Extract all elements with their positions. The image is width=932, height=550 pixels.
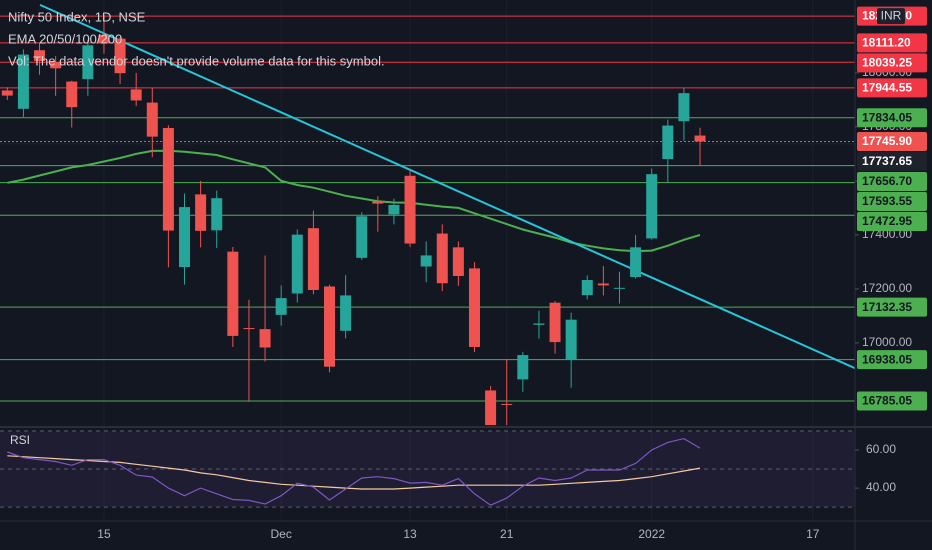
- price-label: 17745.90: [862, 134, 912, 148]
- candle-body: [324, 286, 335, 367]
- rsi-title: RSI: [10, 433, 30, 447]
- price-label-box: [857, 172, 927, 192]
- price-label-box: [857, 132, 927, 152]
- rsi-tick-label: 60.00: [866, 442, 896, 456]
- candle-body: [388, 204, 400, 215]
- price-label-box: [857, 53, 927, 73]
- price-label: 17656.70: [862, 174, 912, 188]
- candle-body: [420, 255, 432, 267]
- candle-body: [259, 329, 271, 348]
- candle-body: [452, 247, 464, 276]
- x-tick-label: 21: [500, 527, 514, 541]
- candle-body: [533, 323, 545, 325]
- candle-body: [565, 319, 577, 360]
- x-tick-label: 15: [97, 527, 111, 541]
- candle-body: [162, 127, 174, 231]
- candle-body: [485, 390, 497, 425]
- candle-body: [630, 247, 642, 278]
- rsi-line: [7, 437, 701, 506]
- price-label: 18039.25: [862, 56, 912, 70]
- price-label-box: [857, 391, 927, 411]
- candle-body: [291, 234, 303, 294]
- x-tick-label: 17: [806, 527, 820, 541]
- candle-body: [82, 45, 94, 80]
- candle-body: [372, 201, 384, 204]
- price-label: 16938.05: [862, 352, 912, 366]
- price-label-box: [857, 350, 927, 370]
- trendline: [39, 3, 855, 369]
- currency-label: INR: [881, 9, 902, 23]
- candle-body: [307, 228, 319, 290]
- price-label-box: [857, 192, 927, 212]
- candle-body: [404, 175, 416, 244]
- candle-body: [50, 62, 62, 69]
- y-tick-label: 17200.00: [862, 281, 912, 295]
- candle-body: [501, 403, 513, 405]
- candle-body: [66, 81, 78, 108]
- candle-body: [549, 302, 561, 343]
- candle-body: [146, 102, 158, 137]
- candle-body: [694, 135, 706, 142]
- price-label-box: [857, 152, 927, 172]
- x-tick-label: 13: [403, 527, 417, 541]
- candle-body: [130, 89, 142, 101]
- price-label-box: [857, 78, 927, 98]
- price-label: 18111.20: [862, 36, 911, 50]
- candle-body: [340, 295, 352, 331]
- candle-body: [436, 233, 448, 284]
- candle-body: [195, 194, 207, 231]
- candle-body: [243, 328, 255, 330]
- rsi-ma-line: [7, 455, 701, 490]
- price-label: 16785.05: [862, 394, 912, 408]
- y-tick-label: 17000.00: [862, 335, 912, 349]
- price-pane: [0, 3, 855, 425]
- candle-body: [179, 207, 191, 268]
- price-label-box: [857, 212, 927, 232]
- candle-body: [1, 90, 13, 96]
- rsi-pane: [0, 430, 855, 508]
- candle-body: [678, 93, 690, 122]
- price-label: 17593.55: [862, 194, 912, 208]
- indicator-label: EMA 20/50/100/200: [8, 31, 122, 46]
- candle-body: [597, 283, 609, 286]
- candle-body: [114, 38, 126, 74]
- header: Nifty 50 Index, 1D, NSE EMA 20/50/100/20…: [8, 9, 385, 447]
- candle-body: [34, 50, 46, 62]
- price-label-box: [857, 108, 927, 128]
- price-label: 17472.95: [862, 214, 912, 228]
- price-label: 17944.55: [862, 81, 912, 95]
- candle-body: [98, 34, 110, 44]
- currency-badge: [877, 8, 905, 25]
- candle-body: [581, 280, 593, 296]
- candle-body: [17, 54, 29, 109]
- candle-body: [356, 216, 368, 258]
- x-tick-label: 2022: [638, 527, 665, 541]
- symbol-title: Nifty 50 Index, 1D, NSE: [8, 9, 146, 24]
- candle-body: [227, 251, 239, 336]
- candle-body: [211, 198, 223, 231]
- candle-body: [468, 268, 480, 347]
- candle-body: [275, 298, 287, 315]
- candle-body: [646, 174, 658, 239]
- price-label: 17132.35: [862, 300, 912, 314]
- price-label: 17737.65: [862, 154, 912, 168]
- candle-body: [662, 125, 674, 160]
- rsi-tick-label: 40.00: [866, 480, 896, 494]
- price-label-box: [857, 297, 927, 317]
- price-axis: 17000.0017200.0017400.0017600.0017800.00…: [855, 6, 927, 494]
- x-tick-label: Dec: [270, 527, 291, 541]
- candle-body: [613, 287, 625, 289]
- volume-note: Vol: The data vendor doesn't provide vol…: [8, 53, 385, 68]
- price-label: 17834.05: [862, 110, 912, 124]
- candle-body: [517, 355, 529, 380]
- price-label-box: [857, 33, 927, 53]
- ema-line: [7, 149, 701, 253]
